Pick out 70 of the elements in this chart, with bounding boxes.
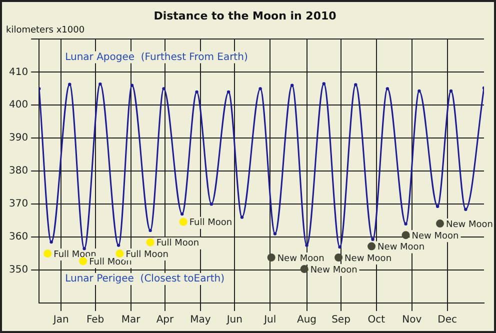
point	[368, 242, 376, 250]
point	[258, 87, 262, 90]
y-tick-label: 380	[8, 166, 28, 177]
point	[116, 250, 124, 258]
point	[418, 89, 421, 93]
data-label: New Moon	[378, 242, 425, 253]
y-tick-label: 360	[8, 232, 28, 243]
point	[179, 218, 188, 226]
annotation: Lunar Perigee (Closest toEarth)	[65, 274, 225, 285]
data-label: New Moon	[277, 254, 324, 264]
point	[50, 240, 53, 244]
data-label: New Moon	[310, 265, 358, 276]
point	[338, 245, 342, 249]
point	[146, 238, 154, 246]
point	[98, 82, 102, 86]
point	[464, 208, 468, 211]
point	[322, 82, 326, 86]
point	[402, 231, 410, 240]
y-tick-label: 400	[8, 100, 28, 111]
point	[162, 87, 166, 90]
point	[116, 244, 120, 247]
x-tick-label: Jun	[226, 314, 242, 326]
x-tick-label: Nov	[402, 314, 422, 326]
y-tick-label: 370	[8, 198, 28, 210]
x-tick-label: Feb	[86, 314, 104, 326]
point	[195, 90, 198, 94]
point	[334, 253, 343, 262]
y-tick-label: 390	[8, 132, 28, 144]
point	[148, 228, 152, 232]
y-tick-label: 410	[8, 66, 28, 78]
point	[44, 250, 52, 258]
point	[267, 253, 276, 262]
point	[82, 246, 86, 250]
data-label: New Moon	[412, 231, 459, 242]
x-tick-label: Aug	[297, 314, 317, 326]
point	[273, 232, 277, 236]
point	[371, 238, 374, 241]
point	[240, 216, 244, 219]
y-axis-title: kilometers x1000	[6, 26, 85, 36]
data-label: New Moon	[446, 220, 493, 230]
point	[436, 220, 444, 228]
x-tick-label: Sep	[332, 314, 350, 326]
chart-title: Distance to the Moon in 2010	[154, 9, 337, 22]
data-label: Full Moon	[189, 218, 232, 228]
x-tick-label: Dec	[438, 314, 458, 326]
x-tick-label: Mar	[121, 314, 142, 326]
point	[79, 257, 88, 266]
x-tick-label: Apr	[156, 314, 175, 326]
point	[354, 83, 358, 86]
y-tick-label: 350	[8, 264, 28, 276]
point	[300, 265, 308, 274]
point	[210, 202, 214, 206]
data-label: Full Moon	[126, 250, 168, 260]
point	[68, 82, 72, 86]
point	[404, 222, 408, 226]
point	[290, 84, 294, 87]
data-label: Full Moon	[156, 238, 200, 249]
point	[226, 90, 230, 94]
data-label: New Moon	[344, 254, 392, 264]
x-tick-label: Jul	[263, 314, 276, 326]
point	[130, 84, 134, 87]
x-tick-label: May	[190, 314, 211, 326]
point	[386, 87, 390, 90]
x-tick-label: Jan	[52, 314, 69, 326]
point	[449, 89, 453, 93]
point	[305, 244, 308, 247]
x-tick-label: Oct	[368, 314, 386, 326]
point	[180, 212, 184, 216]
annotation: Lunar Apogee (Furthest From Earth)	[65, 52, 248, 63]
point	[436, 204, 440, 208]
